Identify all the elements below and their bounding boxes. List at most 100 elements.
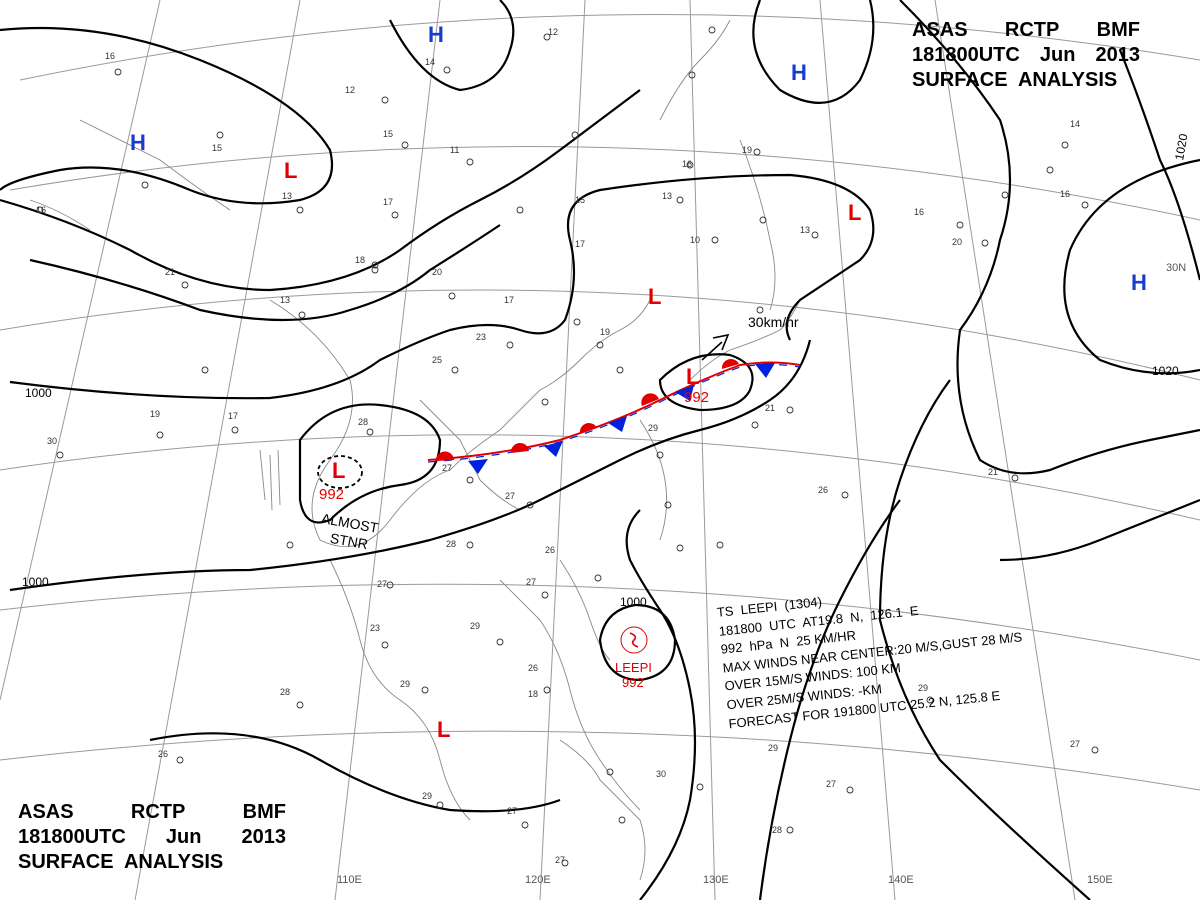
isobar-1000-south [9,339,812,592]
header-station: RCTP [1004,19,1060,41]
longitude-tick: 150E [1087,874,1113,886]
isobar-south-loop [625,509,697,900]
station-plot-decor: 29 [768,743,779,753]
header-code: BMF [1096,19,1140,41]
station-plot-decor: 19 [600,327,611,337]
header-office: ASAS [18,801,74,823]
longitude-tick: 120E [525,874,551,886]
header-code: BMF [242,801,286,823]
isobar-north-1 [0,26,334,205]
isobar-southeast [878,379,1091,900]
isobar-east-3 [758,499,901,900]
stationary-front [427,359,801,474]
station-plot-decor: 16 [1060,189,1071,199]
motion-speed: 30km/hr [748,314,799,330]
isobar-southwest [149,732,561,813]
header-month: Jun [165,826,202,848]
station-plot-decor: 29 [918,683,929,693]
station-plot-decor: 15 [575,195,586,205]
station-plot-decor: 12 [548,27,559,37]
header-line-2: 181800UTC Jun 2013 [912,43,1140,68]
station-plot-decor: 17 [504,295,515,305]
isobar-north-3 [29,224,501,322]
high-center: H [1131,270,1147,295]
station-plot-decor: 29 [422,791,433,801]
typhoon-name: LEEPI [615,660,652,675]
header-year: 2013 [241,826,287,848]
typhoon-pressure: 992 [622,675,644,690]
low-pressure-value: 992 [684,389,710,406]
longitude-tick: 130E [703,874,729,886]
cold-front-mark [675,385,694,401]
station-plot-decor: 28 [280,687,291,697]
high-center: H [130,130,146,155]
station-plot-decor: 18 [355,255,366,265]
station-plot-decor: 16 [914,207,925,217]
isobar-east-4 [999,498,1200,562]
station-plot-decor: 17 [575,239,586,249]
header-bottom-left: ASAS RCTP BMF 181800UTC Jun 2013 SURFACE… [18,800,286,875]
coastlines [29,19,801,881]
station-plot-decor: 27 [1070,739,1081,749]
warm-front-mark [721,359,739,369]
station-plot-decor: 27 [505,491,516,501]
station-plot-decor: 14 [425,57,436,67]
station-plot-decor: 28 [446,539,457,549]
cold-front-mark [468,459,488,474]
station-plot-decor: 18 [528,689,539,699]
front-line-red [427,361,801,461]
isobar-label: 1000 [620,595,647,609]
station-plot-decor: 29 [648,423,659,433]
station-plot-decor: 21 [988,467,999,477]
warm-front-mark [510,442,529,453]
isobar-west-low [298,403,442,524]
typhoon-symbol [620,626,648,654]
station-plot-decor: 27 [555,855,566,865]
low-center: L [284,158,298,183]
header-office: ASAS [912,19,968,41]
front-line-blue [427,363,801,463]
isobar-frontal-low [658,353,754,412]
longitude-tick: 110E [337,874,362,886]
station-plots [36,26,1099,867]
header-year: 2013 [1095,44,1141,66]
low-dashed-loop [317,455,363,489]
station-plot-decor: 26 [158,749,169,759]
low-center: L [437,717,451,742]
isobar-label: 1000 [22,575,49,589]
header-title: SURFACE ANALYSIS [18,851,224,873]
station-plot-decor: 13 [800,225,811,235]
station-plot-decor: 17 [383,197,394,207]
latitude-tick: 30N [1166,262,1187,274]
station-plot-decor: 19 [150,409,161,419]
header-line-1: ASAS RCTP BMF [912,18,1140,43]
header-time: 181800UTC [912,44,1020,66]
station-plot-decor: 26 [545,545,556,555]
warm-front-mark [435,451,454,461]
high-center: H [791,60,807,85]
station-plot-decor: 27 [442,463,453,473]
low-center: L [648,284,662,309]
cold-front-mark [608,416,627,432]
station-plot-decor: 20 [432,267,443,277]
station-plot-decor: 21 [165,267,176,277]
station-plot-decor: 19 [742,145,753,155]
isobar-1000-north [9,173,875,400]
low-center: L [686,364,700,389]
isobar-east-1 [899,0,1200,475]
longitude-tick: 140E [888,874,914,886]
station-plot-decor: 13 [280,295,291,305]
station-plot-decor: 17 [228,411,239,421]
station-plot-decor: 16 [682,159,693,169]
header-top-right: ASAS RCTP BMF 181800UTC Jun 2013 SURFACE… [912,18,1140,93]
station-plot-decor: 28 [358,417,369,427]
station-plot-decor: 29 [470,621,481,631]
station-plot-decor: 26 [528,663,539,673]
header-station: RCTP [130,801,186,823]
station-plot-decor: 15 [212,143,223,153]
isobar-northeast-ring [752,0,875,104]
station-plot-decor: 11 [450,145,460,155]
warm-front-mark [579,423,597,433]
